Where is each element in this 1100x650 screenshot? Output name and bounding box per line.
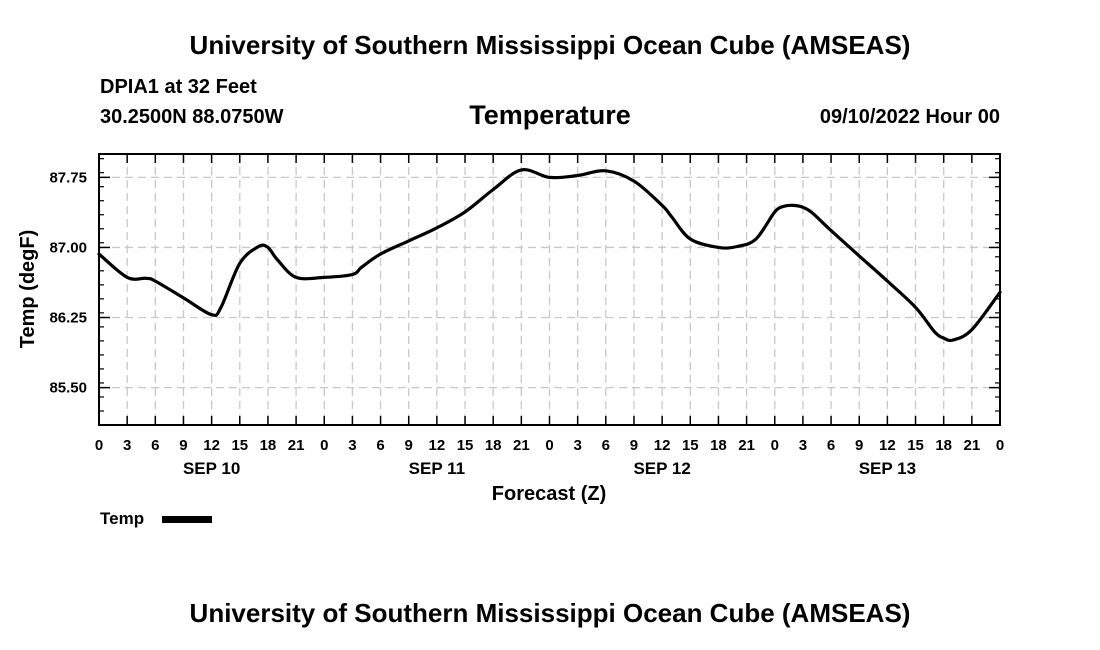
x-tick-label: 12 xyxy=(879,437,896,454)
x-tick-label: 9 xyxy=(630,437,638,454)
day-label: SEP 12 xyxy=(633,459,690,478)
x-tick-label: 21 xyxy=(513,437,530,454)
x-tick-label: 15 xyxy=(907,437,924,454)
legend-label: Temp xyxy=(100,509,145,528)
chart-header-title: University of Southern Mississippi Ocean… xyxy=(189,30,911,60)
legend-line-swatch xyxy=(162,516,212,523)
x-tick-label: 9 xyxy=(179,437,187,454)
x-tick-label: 15 xyxy=(457,437,474,454)
x-tick-label: 15 xyxy=(231,437,248,454)
x-tick-label: 18 xyxy=(485,437,502,454)
x-tick-label: 3 xyxy=(799,437,807,454)
x-tick-label: 0 xyxy=(320,437,328,454)
x-tick-label: 12 xyxy=(429,437,446,454)
x-tick-label: 18 xyxy=(710,437,727,454)
grid xyxy=(99,154,1000,425)
x-tick-label: 21 xyxy=(738,437,755,454)
y-axis-label: Temp (degF) xyxy=(17,230,39,349)
day-label: SEP 13 xyxy=(859,459,916,478)
station-coordinates: 30.2500N 88.0750W xyxy=(100,106,284,128)
x-tick-label: 9 xyxy=(855,437,863,454)
x-tick-label: 3 xyxy=(573,437,581,454)
x-tick-label: 9 xyxy=(405,437,413,454)
plot-frame xyxy=(98,153,1001,426)
forecast-datetime: 09/10/2022 Hour 00 xyxy=(819,106,1000,128)
x-tick-label: 3 xyxy=(348,437,356,454)
x-tick-label: 6 xyxy=(376,437,384,454)
day-label: SEP 11 xyxy=(409,459,465,478)
y-tick-label: 87.75 xyxy=(49,169,87,186)
x-tick-label: 6 xyxy=(827,437,835,454)
x-tick-label: 6 xyxy=(151,437,159,454)
x-tick-label: 6 xyxy=(602,437,610,454)
x-tick-label: 12 xyxy=(654,437,671,454)
x-tick-label: 18 xyxy=(935,437,952,454)
x-tick-label: 21 xyxy=(288,437,305,454)
chart-footer-title: University of Southern Mississippi Ocean… xyxy=(189,598,911,628)
x-tick-label: 21 xyxy=(964,437,981,454)
axis-labels: 0 3 6 9 12 15 18 21 0 3 6 9 12 15 18 21 0 3 6 9 12 15 18 21 0 3 6 9… xyxy=(49,169,1004,478)
x-tick-label: 0 xyxy=(95,437,103,454)
series-line-temp xyxy=(97,168,1002,343)
y-tick-label: 86.25 xyxy=(49,310,87,327)
x-tick-label: 0 xyxy=(771,437,779,454)
x-tick-label: 15 xyxy=(682,437,699,454)
x-tick-label: 3 xyxy=(123,437,131,454)
station-label: DPIA1 at 32 Feet xyxy=(100,76,257,98)
y-tick-label: 87.00 xyxy=(49,239,87,256)
x-tick-label: 12 xyxy=(203,437,220,454)
plot-title: Temperature xyxy=(469,100,631,130)
day-label: SEP 10 xyxy=(183,459,240,478)
x-tick-label: 0 xyxy=(545,437,553,454)
x-tick-label: 18 xyxy=(260,437,277,454)
x-axis-label: Forecast (Z) xyxy=(492,483,606,505)
y-tick-label: 85.50 xyxy=(49,380,87,397)
x-tick-label: 0 xyxy=(996,437,1004,454)
